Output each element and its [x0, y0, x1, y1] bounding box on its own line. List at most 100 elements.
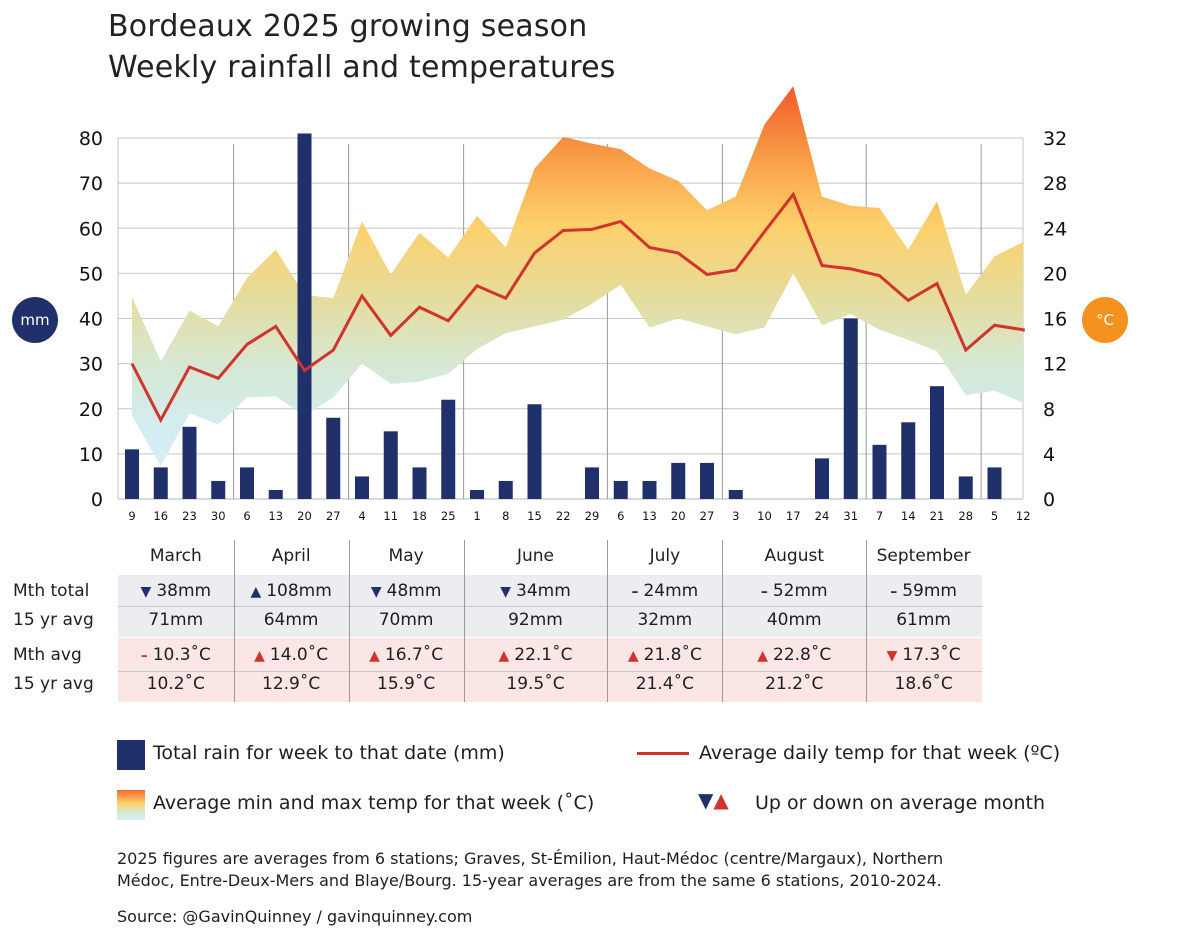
- month-temp-avg: ▲ 14.0˚C: [234, 645, 349, 665]
- week-tick-label: 28: [958, 509, 973, 523]
- value: 108mm: [266, 581, 332, 601]
- row-label-temp-15yr: 15 yr avg: [13, 674, 94, 694]
- week-tick-label: 6: [243, 509, 250, 523]
- celsius-axis-badge: °C: [1082, 297, 1128, 343]
- week-tick-label: 18: [412, 509, 427, 523]
- week-tick-label: 8: [502, 509, 509, 523]
- week-tick-label: 29: [585, 509, 600, 523]
- rain-bar: [326, 417, 341, 499]
- right-axis-tick-label: 12: [1043, 354, 1067, 376]
- month-header: March: [149, 546, 202, 566]
- rain-bar: [470, 489, 484, 499]
- rain-bar: [642, 480, 657, 499]
- rain-bar: [671, 462, 686, 499]
- month-temp-avg: ▼ 17.3˚C: [866, 645, 981, 665]
- week-tick-label: 20: [297, 509, 312, 523]
- rain-bar: [498, 480, 513, 499]
- down-arrow-icon: ▼: [500, 584, 511, 600]
- month-temp-avg: ▲ 22.8˚C: [722, 645, 866, 665]
- rain-15yr-avg: 71mm: [148, 610, 204, 630]
- avg-temp-line: [130, 191, 1025, 424]
- temp-15yr-avg: 10.2˚C: [146, 674, 205, 694]
- rain-bar: [930, 386, 944, 499]
- legend-rain-swatch: [117, 740, 145, 770]
- left-axis-tick-label: 10: [79, 444, 103, 466]
- up-arrow-icon: ▲: [254, 648, 265, 664]
- month-temp-avg: ▲ 22.1˚C: [464, 645, 608, 665]
- week-tick-label: 23: [182, 509, 197, 523]
- value: 59mm: [902, 581, 957, 601]
- column-separator: [722, 540, 724, 702]
- week-tick-label: 16: [153, 509, 168, 523]
- rain-bar: [268, 489, 283, 499]
- week-tick-label: 10: [757, 509, 772, 523]
- legend-band-label: Average min and max temp for that week (…: [153, 792, 595, 814]
- rain-bar: [901, 422, 916, 499]
- right-axis-tick-label: 20: [1043, 263, 1067, 285]
- left-axis-tick-label: 80: [79, 128, 103, 150]
- month-header: May: [388, 546, 424, 566]
- column-separator: [866, 540, 868, 702]
- rain-15yr-avg: 92mm: [508, 610, 563, 630]
- temp-15yr-avg: 15.9˚C: [377, 674, 436, 694]
- row-label-month-avg: Mth avg: [13, 645, 82, 665]
- week-tick-label: 25: [441, 509, 456, 523]
- left-axis-tick-label: 70: [79, 173, 103, 195]
- temp-15yr-avg: 19.5˚C: [506, 674, 565, 694]
- rain-15yr-avg: 40mm: [766, 610, 822, 630]
- rain-15yr-avg: 32mm: [637, 610, 693, 630]
- value: 22.1˚C: [514, 645, 573, 665]
- rain-bar: [125, 449, 139, 499]
- month-rain-total: ▲ 108mm: [234, 581, 349, 601]
- up-arrow-icon: ▲: [498, 648, 510, 664]
- month-rain-total: ▼ 34mm: [464, 581, 608, 601]
- rain-bars: [125, 133, 1002, 500]
- month-temp-avg: ▲ 16.7˚C: [349, 645, 464, 665]
- month-temp-avg: –10.3˚C: [118, 645, 234, 665]
- up-arrow-icon: ▲: [627, 648, 639, 664]
- temp-15yr-avg: 21.2˚C: [765, 674, 824, 694]
- rain-bar: [700, 462, 714, 499]
- week-tick-label: 11: [383, 509, 398, 523]
- rain-bar: [383, 431, 398, 499]
- left-axis-tick-label: 30: [79, 354, 103, 376]
- value: 10.3˚C: [152, 645, 211, 665]
- row-label-month-total: Mth total: [13, 581, 90, 601]
- month-header: June: [516, 546, 555, 566]
- month-header: August: [764, 546, 825, 566]
- week-tick-label: 13: [642, 509, 657, 523]
- week-tick-label: 7: [876, 509, 883, 523]
- week-tick-label: 14: [901, 509, 916, 523]
- value: 38mm: [156, 581, 212, 601]
- rain-bar: [153, 467, 168, 499]
- week-tick-label: 24: [815, 509, 830, 523]
- month-rain-total: –24mm: [607, 581, 722, 601]
- month-temp-avg: ▲ 21.8˚C: [607, 645, 722, 665]
- month-rain-total: –52mm: [722, 581, 866, 601]
- chart-subtitle: Weekly rainfall and temperatures: [108, 50, 616, 85]
- column-separator: [348, 540, 350, 702]
- value: 22.8˚C: [773, 645, 832, 665]
- week-tick-label: 6: [617, 509, 624, 523]
- week-tick-label: 27: [326, 509, 341, 523]
- week-tick-label: 31: [843, 509, 858, 523]
- legend-band-swatch: [117, 790, 145, 820]
- value: 16.7˚C: [384, 645, 444, 665]
- value: 24mm: [643, 581, 699, 601]
- right-axis-tick-label: 16: [1043, 309, 1067, 331]
- month-header: July: [649, 546, 681, 566]
- no-change-dash-icon: –: [140, 648, 148, 664]
- up-arrow-icon: ▲: [757, 648, 769, 664]
- week-tick-label: 3: [732, 509, 739, 523]
- rain-bar: [728, 489, 743, 499]
- up-arrow-icon: ▲: [369, 648, 380, 664]
- rain-bar: [613, 480, 628, 499]
- legend-rain-label: Total rain for week to that date (mm): [153, 742, 505, 764]
- rain-bar: [987, 467, 1002, 499]
- right-axis-tick-label: 8: [1043, 399, 1055, 421]
- rain-15yr-avg: 61mm: [896, 610, 951, 630]
- week-tick-label: 1: [473, 509, 480, 523]
- value: 14.0˚C: [269, 645, 329, 665]
- week-tick-label: 17: [786, 509, 801, 523]
